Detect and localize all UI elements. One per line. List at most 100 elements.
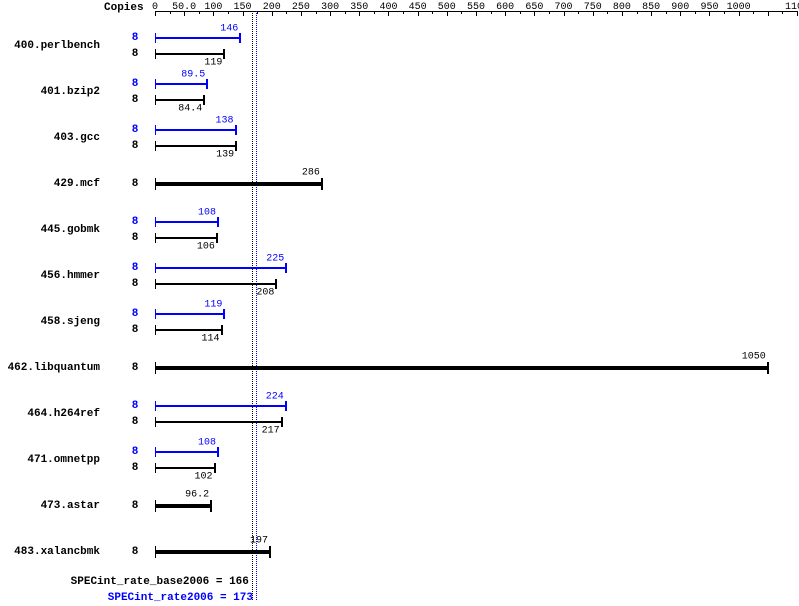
axis-label: 600 [496, 2, 514, 13]
peak-bar [155, 129, 236, 131]
base-value: 1050 [742, 352, 766, 363]
axis-label: 350 [350, 2, 368, 13]
axis-tick-minor [316, 11, 317, 14]
copies-base: 8 [132, 500, 139, 512]
axis-tick-minor [228, 11, 229, 14]
base-value: 96.2 [185, 490, 209, 501]
copies-base: 8 [132, 546, 139, 558]
base-bar-startcap [155, 279, 156, 289]
base-value: 217 [262, 426, 280, 437]
base-bar-cap [321, 178, 323, 190]
base-bar-cap [269, 546, 271, 558]
base-bar-cap [203, 95, 205, 105]
peak-bar-startcap [155, 79, 156, 89]
footer-peak-label: SPECint_rate2006 = 173 [108, 592, 253, 604]
copies-base: 8 [132, 362, 139, 374]
axis-tick-minor [257, 11, 258, 14]
axis-tick-minor [374, 11, 375, 14]
base-bar-startcap [155, 233, 156, 243]
axis-label: 100 [204, 2, 222, 13]
base-value: 84.4 [178, 104, 202, 115]
base-bar-cap [223, 49, 225, 59]
axis-label: 400 [379, 2, 397, 13]
copies-base: 8 [132, 94, 139, 106]
axis-tick-minor [199, 11, 200, 14]
copies-peak: 8 [132, 124, 139, 136]
base-bar-startcap [155, 325, 156, 335]
copies-peak: 8 [132, 216, 139, 228]
peak-value: 119 [204, 300, 222, 311]
axis-label: 650 [525, 2, 543, 13]
base-bar-cap [221, 325, 223, 335]
peak-bar-startcap [155, 401, 156, 411]
base-bar-cap [214, 463, 216, 473]
peak-value: 225 [266, 254, 284, 265]
base-bar [155, 550, 270, 554]
base-bar-startcap [155, 141, 156, 151]
axis-label: 300 [321, 2, 339, 13]
peak-bar-cap [223, 309, 225, 319]
peak-bar-startcap [155, 33, 156, 43]
axis-tick-minor [345, 11, 346, 14]
base-bar [155, 504, 211, 508]
base-bar [155, 421, 282, 423]
base-bar [155, 467, 215, 469]
axis-label: 750 [584, 2, 602, 13]
peak-bar-cap [285, 263, 287, 273]
peak-bar-startcap [155, 309, 156, 319]
peak-bar-cap [206, 79, 208, 89]
axis-tick-minor [491, 11, 492, 14]
axis-tick-minor [520, 11, 521, 14]
peak-bar-cap [217, 447, 219, 457]
axis-label: 1100 [785, 2, 799, 13]
base-bar [155, 366, 768, 370]
base-bar-cap [767, 362, 769, 374]
base-value: 286 [302, 168, 320, 179]
ref-line-base [252, 11, 253, 600]
benchmark-label: 400.perlbench [14, 40, 100, 52]
axis-label: 500 [438, 2, 456, 13]
copies-peak: 8 [132, 308, 139, 320]
base-bar [155, 329, 222, 331]
base-value: 197 [250, 536, 268, 547]
axis-tick-minor [170, 11, 171, 14]
peak-bar [155, 221, 218, 223]
axis-tick-minor [549, 11, 550, 14]
peak-bar [155, 313, 224, 315]
footer-base-label: SPECint_rate_base2006 = 166 [71, 576, 249, 588]
base-bar-startcap [155, 417, 156, 427]
peak-bar-cap [239, 33, 241, 43]
copies-base: 8 [132, 416, 139, 428]
axis-tick-minor [286, 11, 287, 14]
base-bar-startcap [155, 178, 156, 190]
benchmark-label: 462.libquantum [8, 362, 100, 374]
copies-base: 8 [132, 278, 139, 290]
peak-value: 89.5 [181, 70, 205, 81]
copies-base: 8 [132, 232, 139, 244]
axis-tick-minor [695, 11, 696, 14]
copies-base: 8 [132, 48, 139, 60]
base-value: 102 [195, 472, 213, 483]
axis-tick-minor [637, 11, 638, 14]
base-bar [155, 283, 276, 285]
benchmark-label: 403.gcc [54, 132, 100, 144]
peak-bar [155, 405, 286, 407]
axis-label: 800 [613, 2, 631, 13]
base-value: 119 [204, 58, 222, 69]
copies-peak: 8 [132, 78, 139, 90]
base-bar [155, 145, 236, 147]
axis-label: 850 [642, 2, 660, 13]
base-bar-startcap [155, 546, 156, 558]
axis-tick-minor [607, 11, 608, 14]
peak-bar-startcap [155, 217, 156, 227]
base-bar [155, 53, 224, 55]
base-value: 139 [216, 150, 234, 161]
peak-value: 146 [220, 24, 238, 35]
base-bar [155, 99, 204, 101]
peak-value: 108 [198, 208, 216, 219]
copies-base: 8 [132, 462, 139, 474]
axis-label: 900 [671, 2, 689, 13]
peak-bar-startcap [155, 263, 156, 273]
axis-tick-minor [724, 11, 725, 14]
benchmark-label: 456.hmmer [41, 270, 100, 282]
